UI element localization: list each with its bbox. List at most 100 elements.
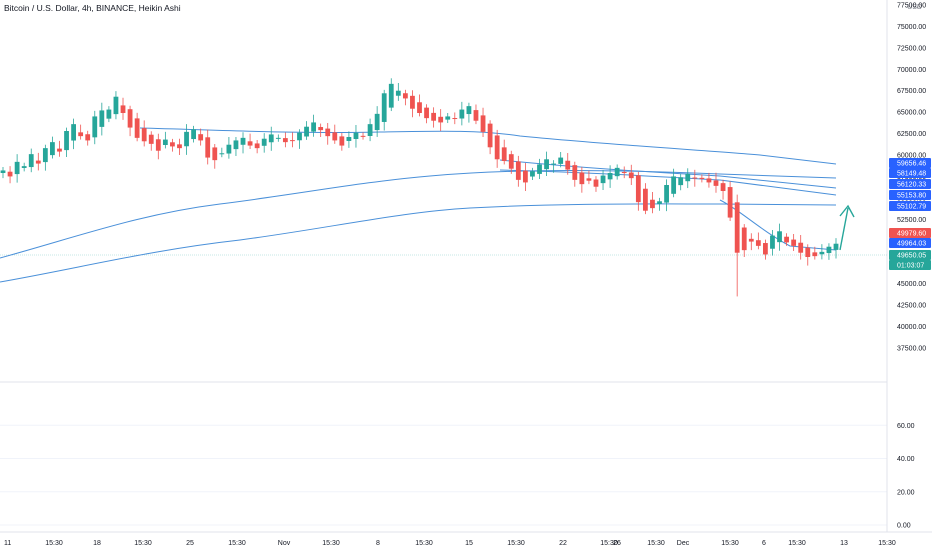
candle-body — [551, 163, 557, 165]
candle-body — [544, 159, 549, 170]
candle-body — [78, 132, 84, 137]
candle-body — [282, 138, 288, 143]
candle-body — [233, 140, 239, 150]
x-tick-label: 15:30 — [134, 540, 152, 547]
candle-body — [155, 139, 161, 151]
x-tick-label: 6 — [762, 540, 766, 547]
candle-body — [635, 175, 641, 203]
candle-body — [297, 132, 302, 141]
x-tick-label: Nov — [278, 540, 291, 547]
candle-body — [579, 172, 585, 185]
x-tick-label: 15:30 — [45, 540, 63, 547]
y-tick-label: 67500.00 — [897, 88, 926, 95]
x-tick-label: 18 — [93, 540, 101, 547]
candle-body — [755, 240, 761, 246]
y-tick-label: 60000.00 — [897, 153, 926, 160]
candle-body — [664, 185, 669, 203]
candle-body — [798, 242, 804, 253]
candle-body — [431, 112, 437, 121]
x-tick-label: 26 — [613, 540, 621, 547]
x-tick-label: 13 — [840, 540, 848, 547]
candle-body — [325, 128, 331, 137]
x-tick-label: 22 — [559, 540, 567, 547]
candle-body — [198, 134, 204, 141]
candle-body — [720, 183, 726, 191]
y-tick-label: 70000.00 — [897, 67, 926, 74]
candle-body — [311, 122, 317, 132]
candle-body — [819, 251, 825, 255]
x-tick-label: 8 — [376, 540, 380, 547]
candle-body — [727, 187, 733, 218]
candle-body — [127, 109, 133, 128]
candle-body — [770, 235, 775, 249]
x-axis-labels: 11 15:30 18 15:30 25 15:30 Nov 15:30 8 15:30 15 15:… — [4, 540, 896, 547]
candle-body — [42, 148, 48, 163]
candle-body — [21, 166, 27, 168]
candle-body — [501, 147, 507, 161]
x-tick-label: 15 — [465, 540, 473, 547]
price-tag — [889, 168, 931, 178]
ma-line — [139, 127, 837, 165]
candle-body — [402, 93, 408, 99]
candle-body — [424, 107, 429, 119]
x-tick-label: 25 — [186, 540, 194, 547]
candle-body — [247, 141, 253, 146]
osc-tick-label: 0.00 — [897, 523, 911, 530]
candle-body — [600, 175, 606, 184]
candle-body — [438, 116, 444, 123]
candle-body — [685, 173, 691, 182]
price-tag — [889, 201, 931, 211]
x-tick-label: 15:30 — [600, 540, 618, 547]
candle-body — [812, 252, 818, 257]
candle-body — [162, 139, 168, 145]
ma-line — [499, 159, 837, 189]
candle-body — [134, 118, 140, 138]
candle-body — [593, 179, 599, 187]
x-tick-label: 15:30 — [788, 540, 806, 547]
y-tick-label: 62500.00 — [897, 131, 926, 138]
y-tick-label: 52500.00 — [897, 217, 926, 224]
candle-body — [657, 201, 662, 204]
candle-body — [445, 116, 451, 120]
candle-body — [741, 227, 747, 251]
candle-body — [50, 142, 55, 156]
price-tag — [889, 250, 931, 260]
candle-body — [381, 93, 387, 122]
y-tick-label: 77500.00 — [897, 3, 926, 10]
candle-body — [71, 124, 76, 141]
osc-tick-label: 60.00 — [897, 423, 915, 430]
candle-body — [304, 126, 309, 137]
price-tag-label: 56120.33 — [897, 182, 926, 189]
candle-body — [28, 154, 34, 168]
currency-label: USD — [907, 4, 922, 11]
candle-body — [487, 123, 493, 148]
candle-body — [565, 160, 571, 170]
price-tag-label: 49964.03 — [897, 241, 926, 248]
candle-body — [621, 172, 627, 174]
candle-body — [141, 128, 147, 142]
candle-body — [678, 177, 684, 186]
candle-body — [226, 144, 232, 154]
candle-body — [191, 129, 197, 140]
price-tags: 59656.46 58149.48 56120.33 55153.80 55102.79… — [889, 158, 931, 270]
chart-title: Bitcoin / U.S. Dollar, 4h, BINANCE, Heik… — [4, 3, 181, 13]
candle-body — [515, 161, 521, 180]
y-tick-label: 45000.00 — [897, 281, 926, 288]
price-tag — [889, 158, 931, 168]
candle-body — [360, 135, 366, 137]
x-tick-label: 15:30 — [647, 540, 665, 547]
up-arrow-annotation — [839, 204, 855, 251]
candle-body — [374, 113, 380, 131]
osc-tick-label: 40.00 — [897, 456, 915, 463]
candle-body — [826, 246, 832, 254]
candle-body — [699, 177, 705, 179]
candle-body — [508, 154, 514, 169]
x-tick-label: 15:30 — [415, 540, 433, 547]
price-tag-label: 49650.05 — [897, 253, 926, 260]
candle-body — [558, 157, 564, 164]
candles — [0, 78, 839, 297]
candle-body — [650, 199, 655, 209]
candle-body — [530, 171, 535, 177]
candle-body — [784, 236, 789, 243]
